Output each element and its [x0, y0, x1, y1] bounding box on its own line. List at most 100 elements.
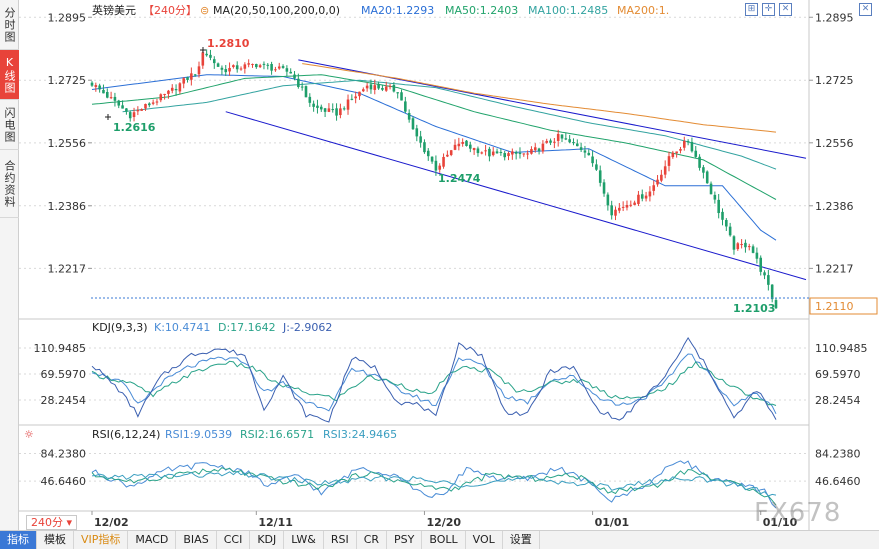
candle-down	[148, 103, 151, 106]
candle-up	[247, 63, 250, 65]
candle-up	[201, 52, 205, 66]
candle-up	[621, 206, 625, 208]
candle-down	[212, 59, 216, 64]
indicator-tab-1[interactable]: 模板	[37, 530, 74, 549]
candlesticks	[90, 49, 778, 309]
indicator-tab-11[interactable]: BOLL	[422, 530, 466, 549]
candle-up	[144, 103, 147, 109]
low-left-label: 1.2616	[113, 121, 156, 134]
candle-down	[186, 77, 189, 80]
indicator-tab-7[interactable]: LW&	[284, 530, 324, 549]
candle-down	[419, 136, 422, 143]
candle-down	[713, 194, 717, 200]
candle-down	[564, 138, 568, 140]
candle-down	[767, 275, 770, 285]
indicator-tab-0[interactable]: 指标	[0, 530, 37, 549]
candle-up	[258, 65, 262, 68]
candle-up	[251, 64, 254, 66]
symbol-name: 英镑美元	[92, 3, 136, 17]
candle-down	[430, 156, 434, 162]
tab-kline[interactable]: K线图	[0, 50, 19, 100]
rsi-sun-icon[interactable]: ☼	[24, 428, 34, 441]
expand-icon[interactable]: ⊞	[745, 3, 758, 16]
candle-down	[255, 64, 258, 68]
indicator-tab-2[interactable]: VIP指标	[74, 530, 129, 549]
rsi-header: ☼ RSI(6,12,24) RSI1:9.0539 RSI2:16.6571 …	[24, 428, 397, 441]
candle-up	[614, 209, 617, 216]
candle-down	[774, 300, 778, 309]
candle-up	[660, 174, 663, 181]
indicator-tab-9[interactable]: CR	[357, 530, 388, 549]
tab-lightning[interactable]: 闪电图	[0, 100, 19, 150]
candle-down	[705, 171, 709, 184]
kdj-tick-label-right: 110.9485	[815, 342, 868, 355]
candle-down	[415, 128, 419, 137]
candle-up	[384, 86, 388, 91]
indicator-tab-13[interactable]: 设置	[503, 530, 540, 549]
dropdown-icon: ▾	[66, 516, 73, 529]
price-tick-label-left: 1.2556	[48, 137, 87, 150]
candle-down	[266, 64, 270, 66]
candle-down	[285, 68, 289, 72]
kdj-j-value: J:-2.9062	[282, 321, 332, 334]
ma50-line	[91, 74, 777, 200]
rsi3-line	[91, 470, 777, 497]
candle-up	[553, 141, 556, 143]
tab-contract-info[interactable]: 合约资料	[0, 150, 19, 218]
rsi3-value: RSI3:24.9465	[323, 428, 397, 441]
kdj-label: KDJ(9,3,3)	[92, 321, 148, 334]
candle-down	[549, 140, 552, 143]
crosshair-icon[interactable]: ✛	[762, 3, 775, 16]
indicator-tab-12[interactable]: VOL	[466, 530, 503, 549]
price-tick-label-right: 1.2386	[815, 200, 854, 213]
candle-down	[583, 150, 587, 153]
candle-up	[178, 83, 182, 92]
close-icon[interactable]: ✕	[779, 3, 792, 16]
candle-down	[316, 105, 319, 108]
indicator-tab-8[interactable]: RSI	[324, 530, 357, 549]
candle-up	[362, 89, 365, 92]
candle-up	[530, 149, 533, 154]
candle-up	[339, 108, 342, 116]
candle-down	[759, 257, 763, 272]
candle-up	[648, 191, 652, 197]
candle-down	[514, 152, 518, 154]
candle-up	[633, 202, 636, 205]
indicator-tab-5[interactable]: CCI	[217, 530, 251, 549]
candle-up	[522, 153, 526, 155]
candle-up	[446, 154, 449, 157]
kdj-tick-label-right: 69.5970	[815, 368, 861, 381]
rsi1-value: RSI1:9.0539	[165, 428, 232, 441]
candle-down	[174, 89, 178, 91]
candle-up	[182, 78, 186, 84]
candle-down	[121, 105, 124, 109]
price-y-axis: 1.2895 1.2895 1.2725 1.2725 1.2556 1.2556 1.23…	[48, 11, 854, 275]
candle-up	[545, 140, 549, 143]
settings-icon[interactable]: ⊜	[200, 4, 209, 17]
panel-close-icon[interactable]: ✕	[859, 3, 872, 16]
kdj-lines	[91, 336, 777, 423]
kdj-k-value: K:10.4741	[154, 321, 210, 334]
indicator-tab-4[interactable]: BIAS	[176, 530, 217, 549]
ma100-value: MA100:1.2485	[528, 4, 608, 17]
candle-down	[728, 226, 732, 236]
candle-down	[744, 242, 747, 248]
indicator-tab-6[interactable]: KDJ	[250, 530, 285, 549]
period-selector[interactable]: 240分 ▾	[26, 515, 78, 530]
ma50-value: MA50:1.2403	[445, 4, 518, 17]
ma200-line	[302, 63, 777, 133]
candle-up	[365, 85, 369, 89]
candle-down	[98, 85, 101, 90]
indicator-tab-3[interactable]: MACD	[128, 530, 177, 549]
candle-down	[335, 108, 338, 116]
candle-down	[572, 142, 575, 144]
candle-up	[159, 94, 163, 101]
candle-down	[770, 284, 774, 300]
rsi-tick-label-left: 84.2380	[41, 448, 87, 461]
candle-down	[587, 152, 591, 156]
candle-up	[94, 85, 98, 87]
tab-timeshare[interactable]: 分时图	[0, 0, 19, 50]
candle-up	[507, 153, 510, 157]
indicator-tab-10[interactable]: PSY	[387, 530, 423, 549]
candle-up	[480, 152, 484, 154]
